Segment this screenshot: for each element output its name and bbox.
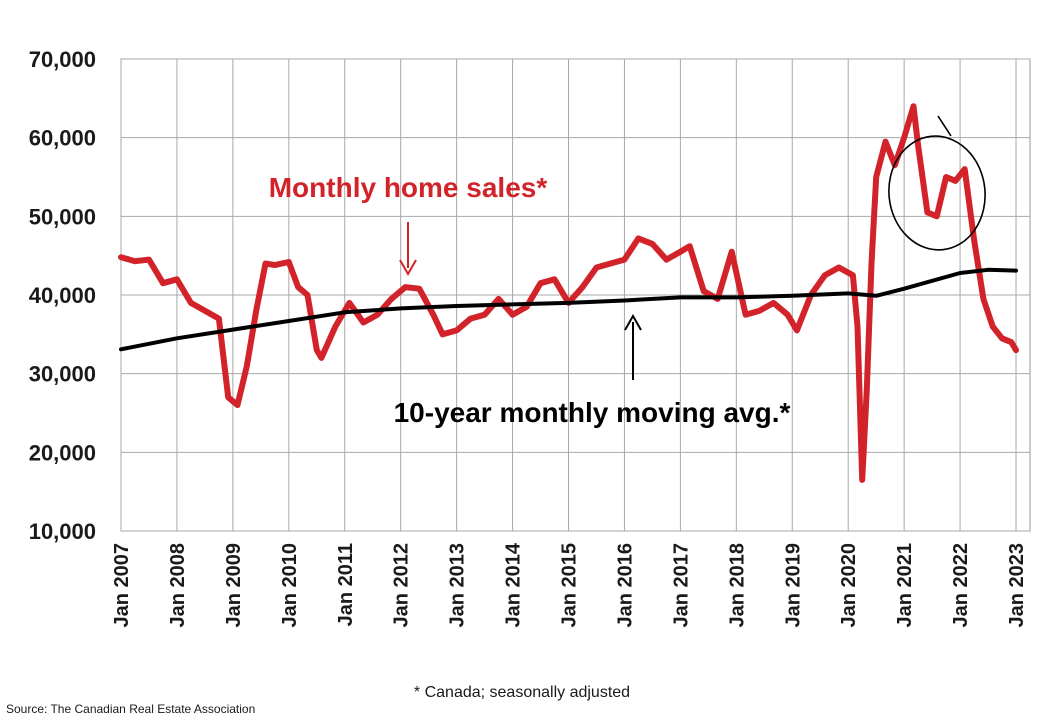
footnote: * Canada; seasonally adjusted — [413, 684, 631, 701]
y-tick-label: 20,000 — [29, 440, 96, 465]
moving-average-arrowhead — [624, 313, 642, 331]
grid — [120, 58, 1030, 532]
x-tick-label: Jan 2014 — [503, 542, 525, 627]
y-tick-label: 60,000 — [29, 126, 96, 151]
x-tick-label: Jan 2022 — [950, 543, 972, 628]
x-tick-label: Jan 2016 — [614, 543, 636, 628]
hand-drawn-tick — [937, 115, 952, 137]
x-tick-label: Jan 2010 — [279, 543, 301, 628]
x-tick-label: Jan 2007 — [111, 543, 133, 628]
y-tick-label: 50,000 — [29, 204, 96, 229]
moving-average-line — [119, 267, 1018, 352]
x-tick-label: Jan 2018 — [726, 543, 748, 628]
x-tick-label: Jan 2009 — [223, 543, 245, 628]
y-tick-label: 30,000 — [29, 362, 96, 387]
x-tick-label: Jan 2017 — [670, 543, 692, 628]
x-tick-label: Jan 2013 — [447, 543, 469, 628]
monthly-home-sales-arrowhead — [399, 259, 417, 277]
x-tick-label: Jan 2011 — [335, 543, 357, 626]
y-axis: 10,000 20,000 30,000 40,000 50,000 60,000 70,0… — [29, 47, 96, 544]
moving-average-label: 10-year monthly moving avg.* — [394, 397, 791, 428]
x-tick-label: Jan 2020 — [838, 543, 860, 628]
x-axis: Jan 2007 Jan 2008 Jan 2009 Jan 2010 Jan 2011… — [111, 542, 1028, 627]
x-tick-label: Jan 2015 — [559, 543, 581, 628]
y-tick-label: 40,000 — [29, 283, 96, 308]
y-tick-label: 70,000 — [29, 47, 96, 72]
annotations: Monthly home sales* 10-year monthly movi… — [269, 115, 986, 428]
x-tick-label: Jan 2023 — [1006, 543, 1028, 628]
y-tick-label: 10,000 — [29, 519, 96, 544]
x-tick-label: Jan 2019 — [782, 543, 804, 628]
hand-drawn-circle — [888, 135, 986, 251]
monthly-home-sales-line — [118, 103, 1019, 483]
monthly-home-sales-label: Monthly home sales* — [269, 172, 548, 203]
x-tick-label: Jan 2012 — [391, 543, 413, 628]
x-tick-label: Jan 2021 — [894, 543, 916, 628]
x-tick-label: Jan 2008 — [167, 543, 189, 628]
source-note: Source: The Canadian Real Estate Associa… — [6, 702, 256, 716]
series-layer — [118, 103, 1019, 483]
